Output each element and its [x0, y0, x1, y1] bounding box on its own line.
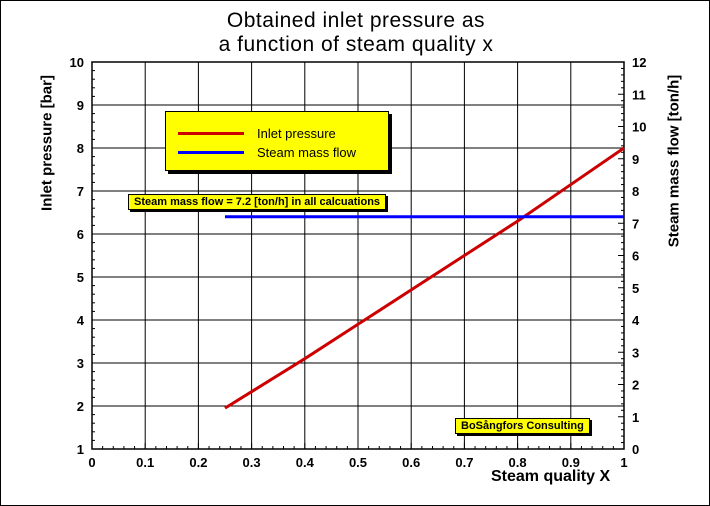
y-axis-label: Inlet pressure [bar] [38, 75, 56, 211]
y2-axis-label: Steam mass flow [ton/h] [665, 74, 683, 248]
y-tick-label: 9 [77, 98, 84, 113]
y-tick-label: 2 [77, 399, 84, 414]
y2-tick-label: 11 [632, 87, 646, 102]
y2-tick-label: 12 [632, 55, 646, 70]
x-tick-label: 0.2 [189, 455, 207, 470]
chart-title-line-2: a function of steam quality x [218, 33, 494, 56]
x-tick-label: 0.7 [455, 455, 473, 470]
y2-tick-label: 5 [632, 281, 639, 296]
chart-title-line-1: Obtained inlet pressure as [226, 9, 486, 32]
y2-tick-label: 9 [632, 152, 639, 167]
x-tick-label: 0.6 [402, 455, 420, 470]
legend-label-inlet-pressure: Inlet pressure [257, 125, 336, 141]
x-tick-label: 1 [620, 455, 627, 470]
y2-tick-label: 6 [632, 249, 639, 264]
y2-tick-label: 10 [632, 120, 646, 135]
y2-tick-label: 1 [632, 410, 639, 425]
y-tick-label: 1 [77, 442, 84, 457]
y-tick-label: 10 [70, 55, 84, 70]
y2-tick-label: 7 [632, 216, 639, 231]
x-tick-label: 0.1 [136, 455, 154, 470]
x-tick-label: 0.4 [296, 455, 315, 470]
y-tick-label: 5 [77, 270, 84, 285]
y-tick-label: 6 [77, 227, 84, 242]
y-tick-label: 3 [77, 356, 84, 371]
y-tick-label: 4 [77, 313, 85, 328]
y-tick-label: 8 [77, 141, 84, 156]
legend-label-steam-mass-flow: Steam mass flow [257, 144, 356, 160]
legend: Inlet pressure Steam mass flow [165, 111, 389, 171]
x-axis-label: Steam quality X [491, 468, 611, 485]
x-tick-label: 0.5 [349, 455, 367, 470]
y2-tick-label: 4 [632, 313, 640, 328]
legend-swatch-inlet-pressure [178, 131, 244, 135]
y2-tick-label: 8 [632, 184, 639, 199]
y2-tick-label: 3 [632, 345, 639, 360]
x-tick-label: 0.3 [243, 455, 261, 470]
y-tick-label: 7 [77, 184, 84, 199]
legend-swatch-steam-mass-flow [178, 150, 244, 154]
x-tick-label: 0.9 [562, 455, 580, 470]
x-tick-label: 0 [88, 455, 95, 470]
consulting-note: BoSångfors Consulting [455, 418, 590, 434]
series-line-inlet-pressure [224, 146, 625, 410]
y2-tick-label: 0 [632, 442, 639, 457]
mass-flow-note: Steam mass flow = 7.2 [ton/h] in all cal… [128, 194, 387, 210]
y2-tick-label: 2 [632, 378, 639, 393]
x-tick-label: 0.8 [509, 455, 527, 470]
